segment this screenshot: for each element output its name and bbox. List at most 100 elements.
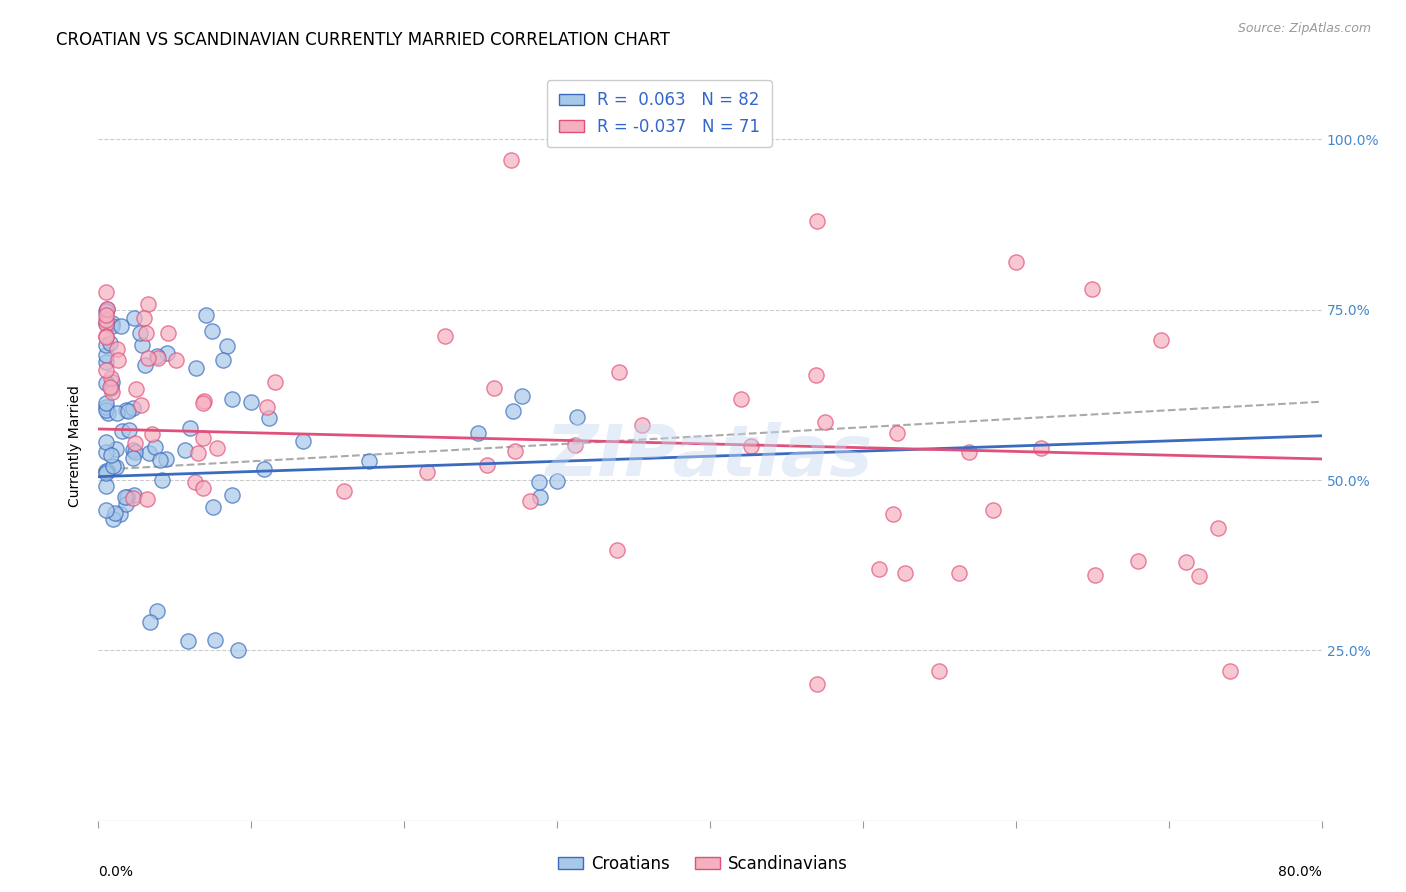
Point	[434, 329, 457, 343]
Point	[155, 451, 177, 466]
Point	[257, 410, 280, 425]
Point	[111, 425, 134, 439]
Legend: Croatians, Scandinavians: Croatians, Scandinavians	[551, 848, 855, 880]
Point	[124, 435, 146, 450]
Point	[184, 360, 207, 375]
Point	[121, 450, 143, 465]
Point	[814, 415, 837, 429]
Point	[187, 446, 209, 460]
Point	[957, 445, 980, 459]
Point	[886, 426, 908, 441]
Point	[173, 443, 195, 458]
Point	[264, 375, 287, 389]
Point	[138, 351, 160, 366]
Point	[129, 326, 152, 341]
Point	[256, 400, 278, 414]
Point	[122, 491, 145, 506]
Point	[1084, 567, 1107, 582]
Point	[565, 410, 588, 425]
Point	[149, 453, 172, 467]
Point	[467, 426, 489, 441]
Point	[96, 406, 118, 420]
Legend: R =  0.063   N = 82, R = -0.037   N = 71: R = 0.063 N = 82, R = -0.037 N = 71	[547, 79, 772, 147]
Point	[165, 352, 187, 367]
Point	[1004, 255, 1026, 269]
Point	[221, 392, 243, 406]
Point	[94, 355, 117, 369]
Point	[981, 503, 1004, 517]
Point	[94, 479, 117, 493]
Point	[104, 459, 127, 474]
Point	[806, 677, 828, 691]
Point	[96, 302, 118, 317]
Point	[124, 382, 146, 396]
Point	[191, 431, 214, 445]
Point	[894, 566, 917, 580]
Point	[105, 442, 128, 456]
Point	[240, 395, 263, 409]
Point	[94, 348, 117, 362]
Point	[201, 324, 224, 338]
Point	[94, 444, 117, 458]
Text: 80.0%: 80.0%	[1278, 865, 1322, 879]
Point	[122, 443, 145, 458]
Point	[94, 376, 117, 390]
Point	[134, 359, 156, 373]
Point	[730, 392, 752, 407]
Point	[98, 335, 121, 350]
Point	[546, 475, 568, 489]
Point	[221, 488, 243, 502]
Point	[94, 502, 117, 516]
Point	[94, 363, 117, 377]
Point	[110, 318, 132, 333]
Text: Source: ZipAtlas.com: Source: ZipAtlas.com	[1237, 22, 1371, 36]
Point	[868, 562, 890, 576]
Point	[1208, 521, 1230, 535]
Point	[107, 343, 129, 357]
Point	[606, 543, 628, 558]
Point	[134, 310, 156, 325]
Point	[333, 484, 356, 499]
Point	[96, 302, 118, 317]
Point	[205, 441, 228, 455]
Point	[101, 384, 124, 399]
Point	[94, 316, 117, 330]
Point	[100, 371, 122, 385]
Point	[150, 473, 173, 487]
Point	[156, 326, 179, 341]
Point	[226, 642, 249, 657]
Point	[138, 446, 160, 460]
Point	[519, 493, 541, 508]
Point	[217, 339, 239, 353]
Point	[101, 319, 124, 334]
Point	[103, 458, 125, 473]
Point	[183, 475, 205, 489]
Point	[135, 492, 157, 507]
Point	[94, 400, 117, 414]
Point	[96, 308, 118, 322]
Point	[928, 664, 950, 678]
Point	[502, 404, 524, 418]
Point	[94, 403, 117, 417]
Point	[806, 214, 828, 228]
Point	[105, 405, 128, 419]
Point	[1175, 556, 1198, 570]
Point	[607, 365, 630, 379]
Point	[482, 381, 505, 395]
Point	[104, 506, 127, 520]
Point	[115, 491, 138, 505]
Point	[253, 461, 276, 475]
Point	[357, 454, 380, 468]
Point	[94, 434, 117, 449]
Point	[179, 421, 201, 435]
Point	[129, 398, 152, 412]
Point	[527, 475, 550, 489]
Point	[108, 507, 131, 521]
Point	[131, 338, 153, 352]
Point	[115, 402, 138, 417]
Point	[529, 490, 551, 504]
Point	[416, 465, 439, 479]
Y-axis label: Currently Married: Currently Married	[69, 385, 83, 507]
Point	[115, 497, 138, 511]
Point	[475, 458, 498, 472]
